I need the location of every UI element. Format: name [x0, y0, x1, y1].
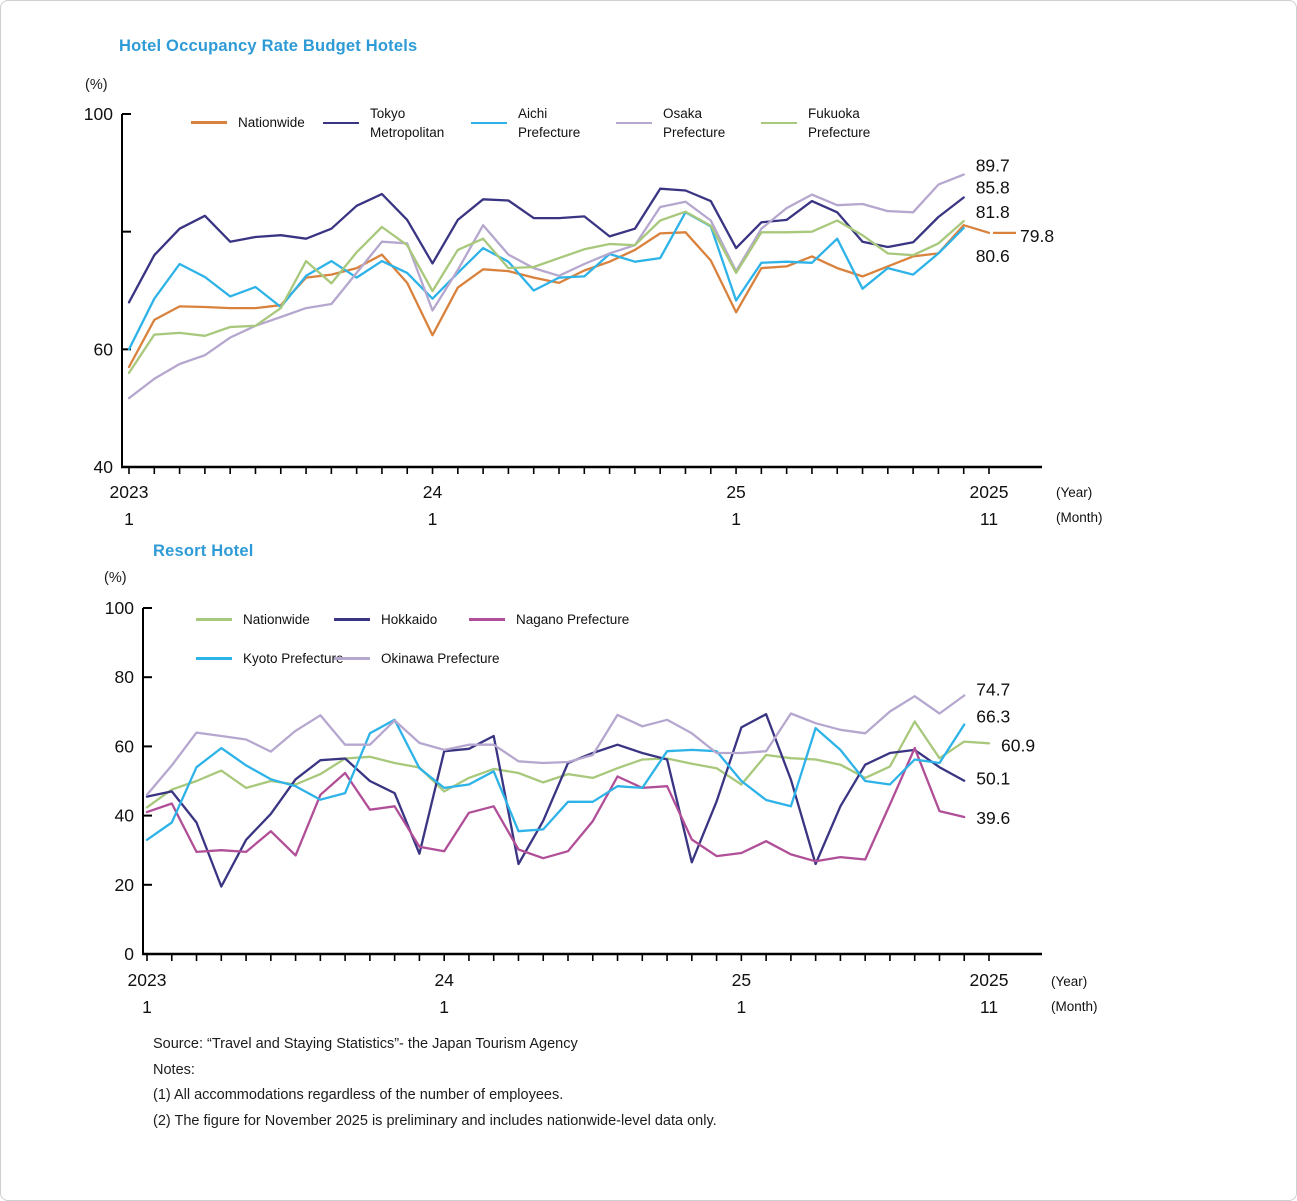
x-year-label: 24 [423, 482, 443, 502]
legend-label: Nationwide [243, 612, 310, 627]
legend-item-tokyo-metropolitan: Tokyo Metropolitan [323, 104, 444, 142]
x-month-label: 1 [731, 509, 741, 529]
legend-item-nagano-prefecture: Nagano Prefecture [469, 610, 629, 629]
series-line-osaka-prefecture [127, 173, 965, 400]
legend-swatch-icon [761, 121, 797, 125]
legend-swatch-icon [334, 618, 370, 621]
legend-item-fukuoka-prefecture: Fukuoka Prefecture [761, 104, 870, 142]
end-value-label-nationwide: 79.8 [1020, 226, 1054, 246]
series-line-nationwide [127, 224, 991, 369]
x-year-label: 24 [434, 970, 454, 990]
legend-swatch-icon [334, 657, 370, 660]
legend-label: Fukuoka Prefecture [808, 106, 871, 140]
end-value-label-kyoto-prefecture: 66.3 [976, 707, 1010, 727]
end-value-label-aichi-prefecture: 80.6 [976, 246, 1010, 266]
legend-item-nationwide: Nationwide [191, 113, 305, 132]
legend-item-nationwide: Nationwide [196, 610, 310, 629]
year-caption: (Year) [1051, 974, 1087, 989]
x-month-label: 1 [142, 997, 152, 1017]
end-value-label-osaka-prefecture: 89.7 [976, 156, 1010, 176]
x-year-label: 25 [732, 970, 751, 990]
x-year-label: 2025 [970, 970, 1009, 990]
legend-label: Okinawa Prefecture [381, 651, 500, 666]
y-tick-label: 80 [115, 667, 135, 687]
series-line-nagano-prefecture [145, 746, 966, 863]
y-tick-label: 100 [105, 598, 134, 618]
x-month-label: 1 [439, 997, 449, 1017]
x-year-label: 25 [726, 482, 745, 502]
x-month-label: 1 [736, 997, 746, 1017]
x-year-label: 2023 [110, 482, 149, 502]
legend-label: Osaka Prefecture [663, 106, 726, 140]
y-tick-label: 40 [115, 806, 135, 826]
legend-item-hokkaido: Hokkaido [334, 610, 437, 629]
y-tick-label: 20 [115, 875, 135, 895]
end-value-label-nationwide: 60.9 [1001, 735, 1035, 755]
legend-label: Nationwide [238, 115, 305, 130]
legend-swatch-icon [196, 657, 232, 660]
end-value-label-okinawa-prefecture: 74.7 [976, 680, 1010, 700]
legend-item-aichi-prefecture: Aichi Prefecture [471, 104, 580, 142]
legend-label: Tokyo Metropolitan [370, 106, 445, 140]
series-line-okinawa-prefecture [145, 694, 966, 796]
legend-swatch-icon [469, 618, 505, 621]
month-caption: (Month) [1051, 999, 1098, 1014]
y-tick-label: 60 [115, 736, 135, 756]
x-month-label: 11 [980, 997, 998, 1017]
y-tick-label: 0 [124, 944, 134, 964]
source-line: Source: “Travel and Staying Statistics”-… [153, 1036, 578, 1052]
legend-item-kyoto-prefecture: Kyoto Prefecture [196, 649, 344, 668]
legend-label: Hokkaido [381, 612, 438, 627]
legend-label: Kyoto Prefecture [243, 651, 344, 666]
x-month-label: 1 [124, 509, 134, 529]
notes-heading: Notes: [153, 1061, 195, 1078]
series-line-fukuoka-prefecture [127, 210, 965, 375]
chart1-unit-label: (%) [85, 77, 108, 93]
chart1-title: Hotel Occupancy Rate Budget Hotels [119, 37, 418, 55]
x-year-label: 2025 [970, 482, 1009, 502]
y-tick-label: 100 [84, 104, 113, 124]
series-line-kyoto-prefecture [145, 718, 966, 841]
series-line-aichi-prefecture [127, 211, 965, 351]
note-2: (2) The figure for November 2025 is prel… [153, 1112, 717, 1129]
month-caption: (Month) [1056, 510, 1103, 525]
legend-swatch-icon [191, 121, 227, 124]
y-tick-label: 40 [94, 457, 114, 477]
chart2-unit-label: (%) [104, 570, 127, 586]
legend-swatch-icon [471, 121, 507, 125]
chart-1-plot: 100 60 40 2023 1 24 1 25 1 2025 11 (Year) (Month) 79.… [84, 104, 1103, 529]
x-year-label: 2023 [128, 970, 167, 990]
end-value-label-nagano-prefecture: 39.6 [976, 808, 1010, 828]
footnotes: Source: “Travel and Staying Statistics”-… [153, 1032, 717, 1134]
end-value-label-hokkaido: 50.1 [976, 769, 1010, 789]
end-value-label-fukuoka-prefecture: 81.8 [976, 202, 1010, 222]
y-tick-label: 60 [94, 339, 114, 359]
series-line-tokyo-metropolitan [127, 187, 965, 304]
note-1: (1) All accommodations regardless of the… [153, 1087, 564, 1103]
legend-swatch-icon [196, 618, 232, 621]
x-month-label: 1 [428, 509, 438, 529]
legend-label: Aichi Prefecture [518, 106, 581, 140]
legend-swatch-icon [323, 121, 359, 125]
legend-item-osaka-prefecture: Osaka Prefecture [616, 104, 725, 142]
series-line-hokkaido [145, 713, 966, 888]
chart2-title: Resort Hotel [153, 542, 254, 560]
legend-swatch-icon [616, 121, 652, 125]
year-caption: (Year) [1056, 485, 1092, 500]
legend-item-okinawa-prefecture: Okinawa Prefecture [334, 649, 500, 668]
x-month-label: 11 [980, 509, 998, 529]
legend-label: Nagano Prefecture [516, 612, 630, 627]
end-value-label-tokyo-metropolitan: 85.8 [976, 178, 1010, 198]
chart-2-plot: 100 80 60 40 20 0 2023 1 24 1 25 1 2025 11 (Year) (Mont… [105, 598, 1098, 1017]
